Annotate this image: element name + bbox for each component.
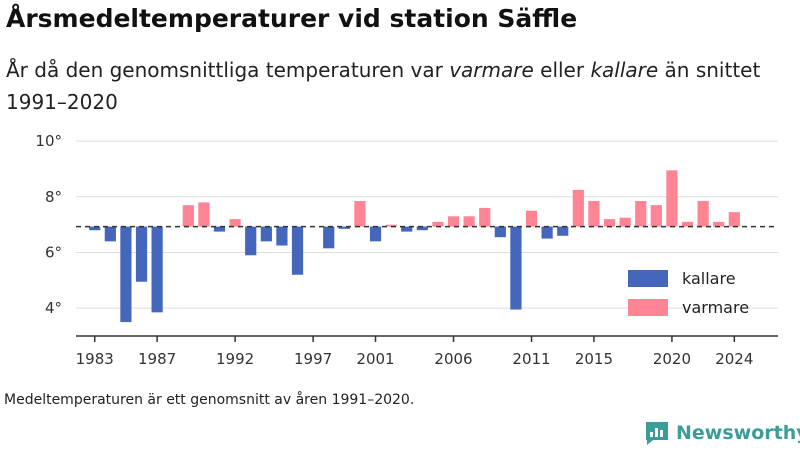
x-tick-label: 2024 (715, 350, 753, 368)
bar-2017 (619, 217, 631, 227)
x-tick-label: 1987 (138, 350, 176, 368)
bar-2023 (713, 221, 725, 227)
bar-1983 (89, 226, 101, 231)
brand-name: Newsworthy (676, 422, 800, 444)
x-tick-label: 1992 (216, 350, 254, 368)
bar-2013 (557, 226, 569, 236)
y-tick-label: 10° (35, 132, 62, 150)
bar-1986 (135, 226, 148, 282)
bar-2020 (666, 170, 678, 227)
bar-1990 (198, 202, 210, 227)
legend-swatch-varmare (628, 299, 668, 316)
subtitle-part2: eller (533, 58, 591, 82)
bar-1995 (276, 226, 288, 246)
chart-title: Årsmedeltemperaturer vid station Säffle (6, 4, 578, 33)
bar-1993 (245, 226, 257, 256)
x-tick-label: 2015 (575, 350, 613, 368)
y-tick-label: 8° (45, 188, 62, 206)
subtitle-part3: än snittet 1991–2020 (6, 58, 761, 114)
subtitle-part1: År då den genomsnittliga temperaturen va… (6, 58, 450, 82)
bar-2012 (541, 226, 553, 239)
bar-2019 (650, 205, 662, 227)
bar-2024 (728, 212, 740, 227)
x-tick-label: 2001 (356, 350, 394, 368)
subtitle-cold: kallare (590, 58, 659, 82)
bar-2011 (525, 210, 538, 227)
newsworthy-logo-icon (646, 422, 668, 445)
bar-1987 (151, 226, 163, 313)
bar-2006 (447, 216, 460, 227)
bar-2000 (354, 200, 366, 227)
chart-subtitle: År då den genomsnittliga temperaturen va… (6, 54, 786, 118)
x-tick-label: 1983 (76, 350, 114, 368)
bar-2004 (416, 226, 428, 231)
bar-1984 (104, 226, 116, 242)
bar-2008 (479, 207, 491, 227)
bar-1994 (260, 226, 272, 242)
x-tick-label: 2006 (434, 350, 472, 368)
bar-2007 (463, 216, 475, 227)
y-tick-label: 6° (45, 243, 62, 261)
legend-swatch-kallare (628, 270, 668, 287)
bar-2022 (697, 200, 709, 227)
bar-1996 (291, 226, 304, 275)
bar-2014 (572, 189, 584, 227)
bar-1999 (338, 226, 350, 229)
legend-label-varmare: varmare (682, 298, 749, 317)
bar-2001 (369, 226, 382, 242)
legend-label-kallare: kallare (682, 269, 736, 288)
x-tick-label: 2011 (512, 350, 550, 368)
x-tick-label: 1997 (294, 350, 332, 368)
bar-2021 (681, 221, 694, 227)
temperature-bar-chart: 4° 6° 8° 10° 1983 1987 1992 1997 2001 2006 2011 201… (35, 132, 778, 368)
bar-1992 (229, 219, 241, 227)
bar-1985 (120, 226, 132, 323)
bar-2002 (385, 224, 397, 227)
bar-2003 (401, 226, 413, 232)
bar-1989 (182, 205, 194, 227)
bar-2005 (432, 221, 444, 227)
footnote: Medeltemperaturen är ett genomsnitt av å… (4, 392, 415, 408)
bar-2010 (510, 226, 522, 310)
bar-1991 (213, 226, 226, 232)
bar-2009 (494, 226, 506, 238)
bar-1998 (323, 226, 335, 249)
y-tick-label: 4° (45, 299, 62, 317)
bar-2015 (588, 200, 600, 227)
brand: Newsworthy (644, 420, 800, 446)
bar-2018 (635, 200, 647, 227)
bar-2016 (603, 219, 616, 227)
subtitle-warm: varmare (449, 58, 534, 82)
x-tick-label: 2020 (653, 350, 691, 368)
